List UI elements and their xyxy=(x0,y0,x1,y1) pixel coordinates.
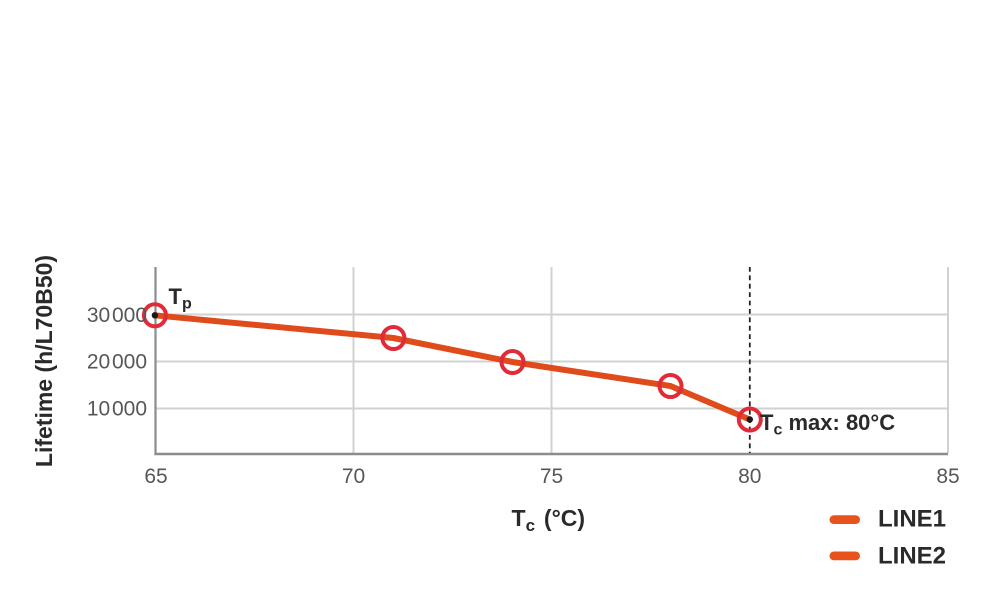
svg-text:70: 70 xyxy=(342,465,365,488)
svg-text:65: 65 xyxy=(144,465,167,488)
svg-text:LINE1: LINE1 xyxy=(878,506,946,533)
svg-text:LINE2: LINE2 xyxy=(878,543,946,570)
svg-text:30 000: 30 000 xyxy=(87,304,147,327)
svg-text:Tc (°C): Tc (°C) xyxy=(512,505,586,535)
svg-text:20 000: 20 000 xyxy=(87,351,147,374)
svg-text:Tc max: 80°C: Tc max: 80°C xyxy=(760,410,895,439)
svg-text:85: 85 xyxy=(936,465,959,488)
svg-text:Lifetime (h/L70B50): Lifetime (h/L70B50) xyxy=(31,255,57,467)
svg-text:80: 80 xyxy=(738,465,761,488)
svg-text:75: 75 xyxy=(540,465,563,488)
svg-text:10 000: 10 000 xyxy=(87,397,147,420)
